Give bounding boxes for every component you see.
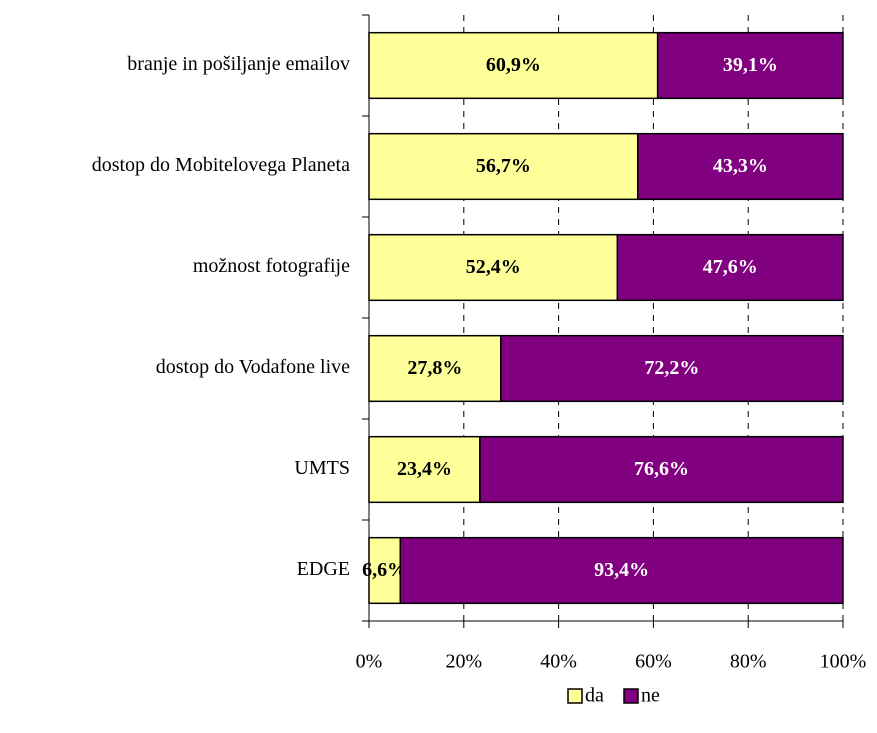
y-tick-label: branje in pošiljanje emailov: [127, 53, 350, 75]
data-label: 43,3%: [713, 155, 768, 177]
bar-segment: [656, 31, 844, 100]
legend-label: ne: [641, 685, 660, 707]
data-label: 47,6%: [703, 256, 758, 278]
bar-segment: [500, 334, 844, 403]
data-label: 76,6%: [634, 458, 689, 480]
data-label: 56,7%: [476, 155, 531, 177]
data-label: 6,6%: [362, 559, 407, 581]
bar-segment: [368, 132, 639, 201]
bar-segment: [368, 31, 659, 100]
x-tick-label: 0%: [356, 651, 383, 673]
x-tick-label: 60%: [635, 651, 672, 673]
data-label: 93,4%: [594, 559, 649, 581]
y-tick-label: dostop do Mobitelovega Planeta: [92, 154, 350, 176]
y-tick-label: možnost fotografije: [193, 255, 350, 277]
bar-segment: [368, 536, 402, 605]
x-tick-label: 80%: [730, 651, 767, 673]
bar-segment: [399, 536, 844, 605]
bar-segment: [368, 334, 502, 403]
data-label: 60,9%: [486, 54, 541, 76]
legend-swatch: [623, 688, 639, 704]
bar-segment: [368, 233, 619, 302]
bar-segment: [479, 435, 844, 504]
legend-label: da: [585, 685, 604, 707]
data-label: 27,8%: [407, 357, 462, 379]
bar-segment: [368, 435, 481, 504]
x-tick-label: 40%: [540, 651, 577, 673]
bar-segment: [616, 233, 844, 302]
bar-segment: [637, 132, 844, 201]
y-tick-label: UMTS: [294, 457, 350, 479]
x-tick-label: 20%: [445, 651, 482, 673]
x-tick-label: 100%: [820, 651, 867, 673]
y-tick-label: dostop do Vodafone live: [156, 356, 350, 378]
data-label: 72,2%: [644, 357, 699, 379]
data-label: 39,1%: [723, 54, 778, 76]
data-label: 23,4%: [397, 458, 452, 480]
legend-swatch: [567, 688, 583, 704]
data-label: 52,4%: [466, 256, 521, 278]
y-tick-label: EDGE: [297, 558, 350, 580]
